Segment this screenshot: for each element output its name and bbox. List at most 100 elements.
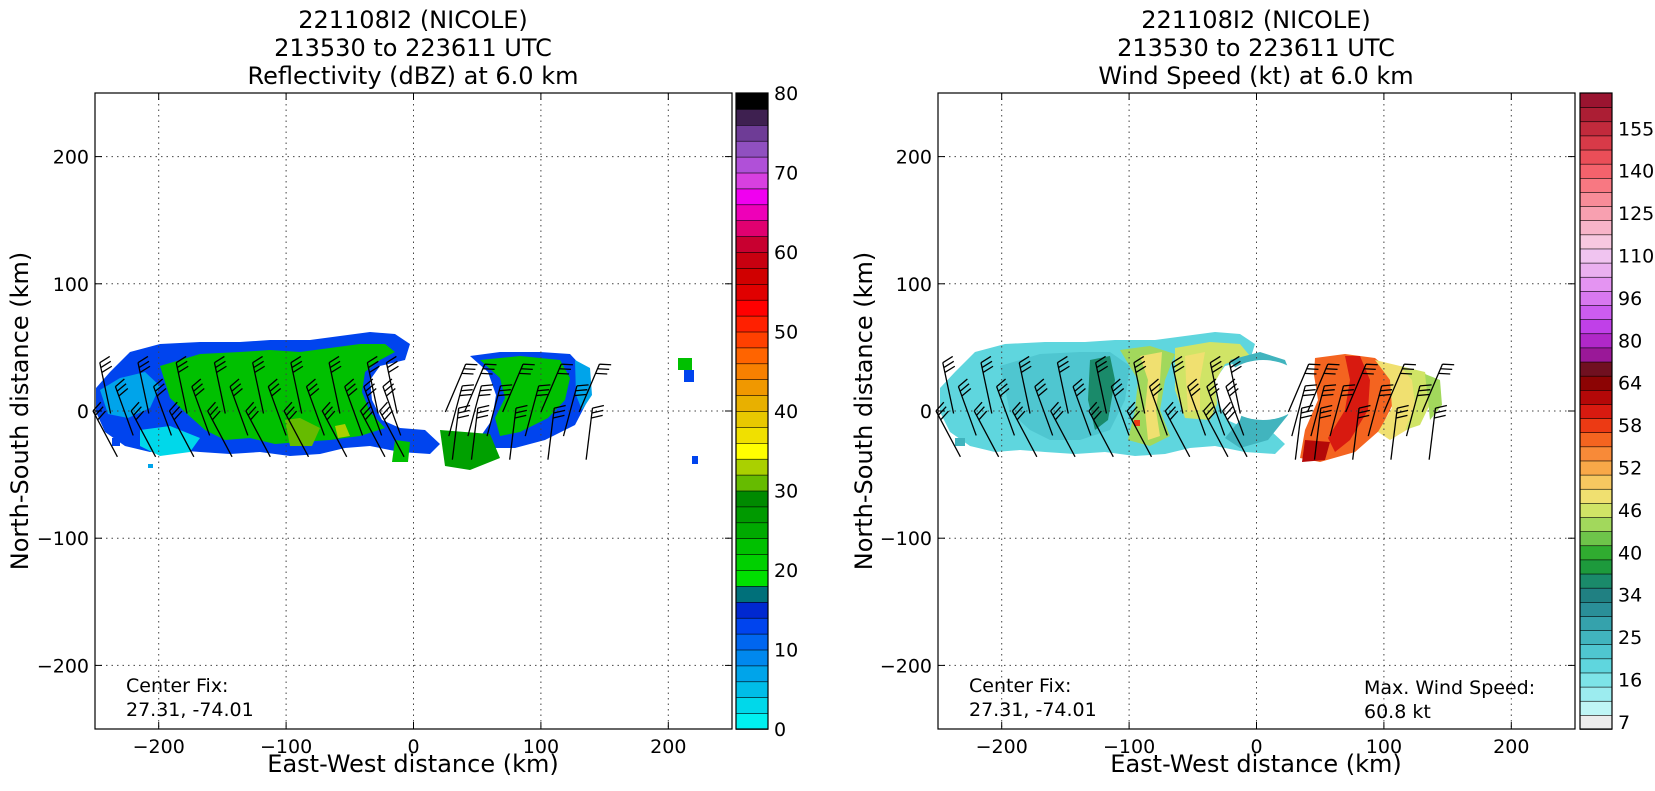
colorbar-band [735, 362, 769, 380]
colorbar-tick-label: 16 [1618, 670, 1642, 692]
colorbar-band [735, 188, 769, 206]
chart-title-line-2: 213530 to 223611 UTC [274, 34, 552, 62]
y-tick-label: 100 [896, 274, 932, 296]
grid-lines [938, 93, 1575, 729]
colorbar-band [1579, 714, 1613, 730]
wind-barbs [935, 355, 1455, 460]
wind-barb [1095, 355, 1109, 414]
wind-barb [305, 378, 325, 436]
colorbar-band [1579, 460, 1613, 476]
x-tick-label: 200 [650, 736, 686, 758]
colorbar-tick-label: 30 [774, 481, 798, 503]
colorbar-band [735, 426, 769, 444]
axis-ticks: −200 −100 0 100 200 −200 −100 0 100 200 [880, 93, 1575, 758]
wind-barb [1011, 401, 1038, 458]
wind-speed-field [940, 332, 1442, 462]
wind-barb [486, 384, 513, 437]
y-tick-label: −200 [880, 655, 932, 677]
colorbar-band [735, 649, 769, 667]
colorbar-band [1579, 559, 1613, 575]
colorbar-band [735, 347, 769, 365]
colorbar-band [1579, 643, 1613, 660]
colorbar-band [1579, 672, 1613, 688]
colorbar-band [1579, 276, 1613, 292]
y-tick-label: 100 [53, 274, 89, 296]
wind-barb [509, 404, 528, 460]
colorbar-tick-label: 58 [1618, 415, 1642, 437]
colorbar-band [1579, 389, 1613, 405]
max-wind-label: Max. Wind Speed: [1364, 677, 1535, 699]
wind-barb [175, 355, 189, 414]
colorbar-band [1579, 587, 1613, 603]
colorbar-band [735, 442, 769, 460]
wind-barb [1202, 401, 1229, 458]
colorbar-band [735, 219, 769, 237]
colorbar-tick-label: 40 [1618, 542, 1642, 564]
colorbar-band [1579, 516, 1613, 532]
wind-barb [1313, 404, 1333, 460]
colorbar-band [735, 553, 769, 571]
x-tick-label: 0 [407, 736, 419, 758]
colorbar-tick-label: 34 [1618, 585, 1642, 607]
colorbar-band [1579, 431, 1613, 448]
x-tick-label: −200 [133, 736, 185, 758]
colorbar-band [735, 712, 769, 730]
wind-barb [1222, 401, 1248, 458]
colorbar-band [735, 251, 769, 269]
wind-barb [137, 355, 151, 414]
colorbar-band [1579, 290, 1613, 306]
wind-barb [1345, 363, 1378, 413]
x-tick-label: 200 [1493, 736, 1529, 758]
colorbar-tick-label: 52 [1618, 458, 1642, 480]
y-tick-label: −100 [880, 528, 932, 550]
colorbar-band [1579, 700, 1613, 716]
colorbar-band [1579, 106, 1613, 123]
colorbar-band [735, 537, 769, 555]
colorbar-band [1579, 403, 1613, 419]
colorbar-band [1579, 417, 1613, 434]
max-wind-value: 60.8 kt [1364, 701, 1431, 723]
colorbar-band [1579, 234, 1613, 250]
colorbar-band [1579, 262, 1613, 278]
colorbar-band [1579, 135, 1613, 151]
wind-barb [1352, 404, 1371, 460]
center-fix-label: Center Fix: [969, 675, 1071, 697]
colorbar-band [1579, 658, 1613, 674]
colorbar-band [1579, 502, 1613, 518]
x-tick-label: −100 [1103, 736, 1155, 758]
plot-area: −200 −100 0 100 200 −200 −100 0 100 200 [37, 92, 733, 758]
wind-barb [252, 355, 266, 414]
wind-barb [359, 401, 386, 458]
wind-barb [366, 355, 380, 414]
wind-barb [463, 363, 497, 413]
colorbar-band [1579, 686, 1613, 702]
center-fix-label: Center Fix: [126, 675, 228, 697]
wind-barb [1310, 384, 1337, 437]
colorbar-band [735, 108, 769, 126]
colorbar-tick-label: 20 [774, 560, 798, 582]
wind-barb [1390, 404, 1409, 460]
wind-barb [1148, 378, 1168, 436]
wind-barb [502, 363, 535, 413]
wind-barb [344, 378, 364, 436]
colorbar-band [1579, 544, 1613, 561]
wind-barb [168, 401, 195, 458]
colorbar-tick-label: 70 [774, 163, 798, 185]
colorbar-tick-label: 125 [1618, 203, 1654, 225]
colorbar-band [735, 235, 769, 253]
x-axis-label: East-West distance (km) [267, 750, 558, 778]
wind-barb [379, 401, 405, 458]
y-tick-label: 200 [896, 147, 932, 169]
colorbar-tick-label: 50 [774, 322, 798, 344]
colorbar-tick-label: 60 [774, 242, 798, 264]
wind-barb [1126, 401, 1153, 458]
colorbar-band [735, 204, 769, 222]
wind-barb [267, 378, 287, 436]
colorbar-band [1579, 120, 1613, 137]
x-tick-label: −100 [260, 736, 312, 758]
colorbar-band [735, 521, 769, 539]
wind-barb [467, 384, 494, 437]
center-fix-value: 27.31, -74.01 [969, 699, 1097, 721]
x-axis-label: East-West distance (km) [1110, 750, 1401, 778]
